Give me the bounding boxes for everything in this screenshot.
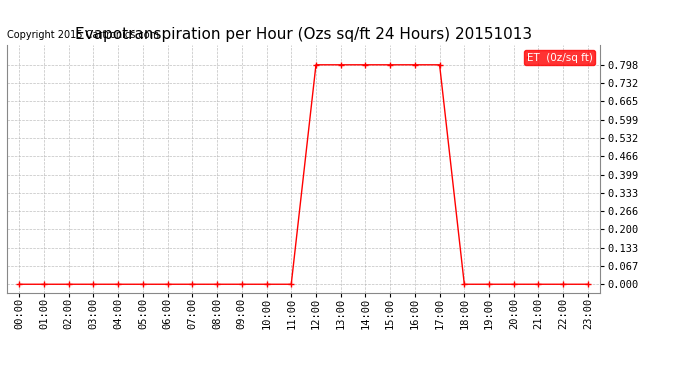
Text: Copyright 2015 Cartronics.com: Copyright 2015 Cartronics.com [7,30,159,40]
Legend: ET  (0z/sq ft): ET (0z/sq ft) [524,50,595,65]
Title: Evapotranspiration per Hour (Ozs sq/ft 24 Hours) 20151013: Evapotranspiration per Hour (Ozs sq/ft 2… [75,27,532,42]
